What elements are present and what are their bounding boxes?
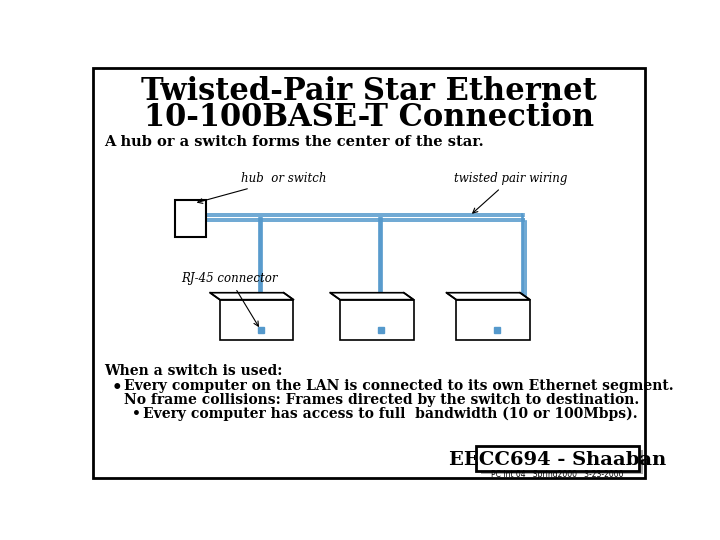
Text: 10-100BASE-T Connection: 10-100BASE-T Connection (144, 102, 594, 133)
Text: No frame collisions: Frames directed by the switch to destination.: No frame collisions: Frames directed by … (124, 393, 639, 407)
Text: When a switch is used:: When a switch is used: (104, 363, 282, 377)
Text: EECC694 - Shaaban: EECC694 - Shaaban (449, 451, 666, 469)
Text: Every computer on the LAN is connected to its own Ethernet segment.: Every computer on the LAN is connected t… (124, 379, 674, 393)
Text: hub  or switch: hub or switch (198, 172, 327, 204)
Bar (476, 446, 639, 470)
Bar (340, 300, 413, 340)
Text: Twisted-Pair Star Ethernet: Twisted-Pair Star Ethernet (141, 76, 597, 107)
Text: RJ-45 connector: RJ-45 connector (181, 272, 278, 326)
Text: A hub or a switch forms the center of the star.: A hub or a switch forms the center of th… (104, 135, 484, 149)
Bar (220, 300, 294, 340)
Text: •: • (132, 407, 141, 421)
Bar (175, 200, 206, 237)
Text: Every computer has access to full  bandwidth (10 or 100Mbps).: Every computer has access to full bandwi… (143, 407, 637, 421)
Text: twisted pair wiring: twisted pair wiring (454, 172, 567, 213)
Polygon shape (446, 293, 530, 300)
Text: PC Int 04   Spring2000   3-23-2000: PC Int 04 Spring2000 3-23-2000 (491, 470, 624, 479)
Polygon shape (210, 293, 294, 300)
Bar (481, 450, 644, 475)
Polygon shape (330, 293, 413, 300)
Bar (456, 300, 530, 340)
Text: •: • (112, 379, 122, 397)
